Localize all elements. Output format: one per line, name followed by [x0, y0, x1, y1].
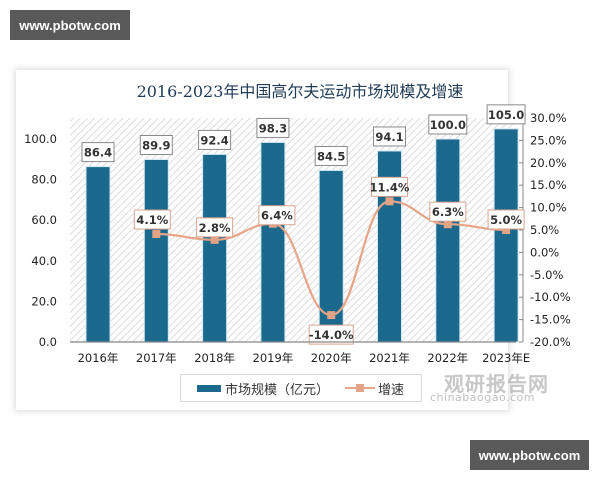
- bar-value-label: 92.4: [200, 133, 228, 147]
- left-axis-tick: 60.0: [31, 213, 57, 227]
- right-axis-tick: -10.0%: [530, 290, 571, 304]
- line-marker: [210, 235, 219, 244]
- left-axis-tick: 0.0: [39, 335, 57, 349]
- right-axis-tick: 0.0%: [530, 245, 559, 259]
- line-marker: [443, 220, 452, 229]
- bar: [435, 138, 461, 343]
- legend: 市场规模（亿元） 增速: [180, 374, 422, 402]
- line-marker: [152, 230, 161, 239]
- bar: [85, 166, 111, 343]
- legend-label-market-size: 市场规模（亿元）: [225, 382, 330, 398]
- bar-swatch-icon: [197, 384, 221, 392]
- x-axis-tick: 2017年: [136, 351, 177, 365]
- left-axis-tick: 100.0: [24, 132, 57, 146]
- bar-value-label: 84.5: [317, 149, 345, 163]
- right-axis: 30.0% 25.0% 20.0% 15.0% 10.0% 5.0% 0.0% -5.0% -1…: [519, 111, 571, 349]
- x-axis-tick: 2019年: [253, 351, 294, 365]
- growth-value-label: 6.4%: [261, 209, 293, 223]
- growth-value-label: 4.1%: [136, 213, 168, 227]
- x-axis-tick: 2018年: [194, 351, 235, 365]
- source-watermark: 观研报告网 chinabaogao.com: [430, 370, 560, 410]
- bar: [143, 159, 169, 343]
- line-marker: [502, 226, 511, 234]
- right-axis-tick: 25.0%: [530, 133, 567, 147]
- right-axis-tick: 15.0%: [530, 178, 567, 192]
- right-axis-tick: 30.0%: [530, 111, 567, 125]
- bar-value-label: 105.0: [488, 108, 524, 122]
- bar-value-label: 98.3: [259, 121, 287, 135]
- right-axis-tick: -20.0%: [530, 335, 571, 349]
- legend-label-growth: 增速: [378, 382, 405, 398]
- bar-value-label: 94.1: [375, 130, 403, 144]
- left-axis-tick: 40.0: [31, 254, 57, 268]
- growth-value-label: 5.0%: [490, 213, 522, 227]
- bar: [260, 141, 286, 343]
- left-axis: 0.0 20.0 40.0 60.0 80.0 100.0: [24, 132, 57, 349]
- chart-title: 2016-2023年中国高尔夫运动市场规模及增速: [136, 82, 464, 101]
- watermark-top: www.pbotw.com: [10, 10, 130, 40]
- source-watermark-en: chinabaogao.com: [430, 391, 535, 404]
- left-axis-tick: 80.0: [31, 173, 57, 187]
- line-marker: [385, 197, 394, 206]
- line-marker: [327, 311, 336, 320]
- left-axis-tick: 20.0: [31, 294, 57, 308]
- right-axis-tick: 20.0%: [530, 156, 567, 170]
- right-axis-tick: 10.0%: [530, 201, 567, 215]
- legend-item-market-size: 市场规模（亿元）: [197, 379, 329, 398]
- bar: [493, 128, 519, 343]
- growth-value-label: 11.4%: [370, 180, 410, 194]
- bar: [202, 153, 228, 343]
- bar-value-label: 100.0: [430, 118, 466, 132]
- bar-series: 86.4 89.9 92.4 98.3 84.5 94.1 100.0 105.0: [81, 104, 526, 343]
- line-marker-swatch-icon: [345, 383, 376, 393]
- right-axis-tick: -5.0%: [530, 268, 563, 282]
- growth-value-label: 6.3%: [432, 205, 464, 219]
- x-axis-tick: 2023年E: [482, 351, 530, 365]
- x-axis-tick: 2020年: [311, 351, 352, 365]
- bar-value-label: 89.9: [142, 139, 170, 153]
- x-axis: 2016年 2017年 2018年 2019年 2020年 2021年 2022年 2023年…: [70, 341, 530, 365]
- growth-value-label: 2.8%: [199, 221, 231, 235]
- right-axis-tick: 5.0%: [530, 223, 559, 237]
- line-series: 4.1% 2.8% 6.4% -14.0% 11.4% 6.3% 5.0%: [133, 176, 525, 345]
- right-axis-tick: -15.0%: [530, 313, 571, 327]
- watermark-bottom: www.pbotw.com: [470, 440, 589, 470]
- x-axis-tick: 2022年: [427, 351, 468, 365]
- x-axis-tick: 2016年: [78, 351, 119, 365]
- x-axis-tick: 2021年: [369, 351, 410, 365]
- bar-value-label: 86.4: [84, 146, 112, 160]
- growth-value-label: -14.0%: [309, 328, 354, 342]
- source-watermark-cn: 观研报告网: [444, 372, 549, 396]
- legend-item-growth: 增速: [345, 379, 404, 398]
